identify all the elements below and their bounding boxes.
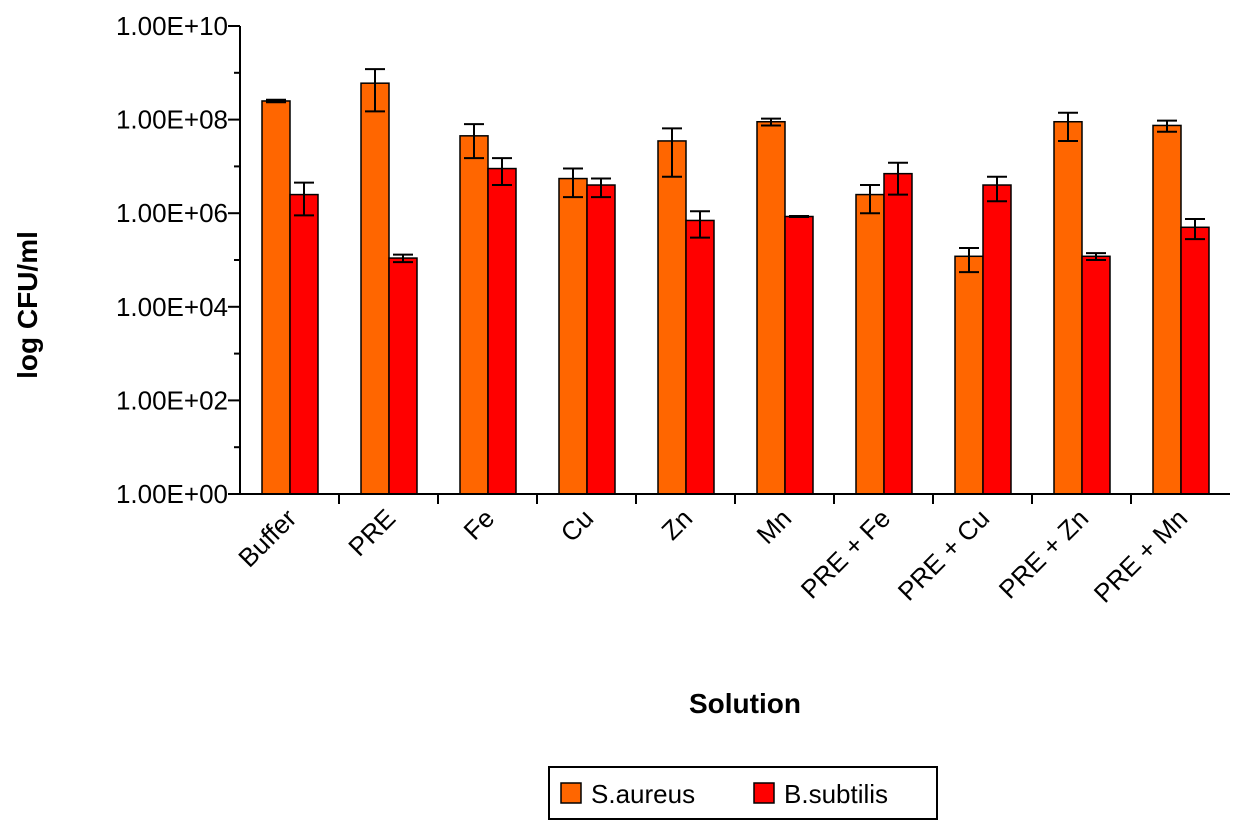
bar-s-aureus <box>657 140 687 495</box>
y-tick-label: 1.00E+00 <box>116 479 228 509</box>
x-tick-label: PRE + Cu <box>892 503 995 606</box>
y-tick-label: 1.00E+06 <box>116 198 228 228</box>
legend-box <box>548 766 938 820</box>
x-tick-label: PRE + Zn <box>993 503 1094 604</box>
x-tick-label: Mn <box>750 503 797 550</box>
legend-label-s-aureus: S.aureus <box>591 779 695 809</box>
y-tick-label: 1.00E+02 <box>116 385 228 415</box>
bar-b-subtilis <box>685 219 715 495</box>
x-tick-label: Buffer <box>232 503 302 573</box>
bar-s-aureus <box>360 82 390 495</box>
bar-b-subtilis <box>388 257 418 495</box>
x-tick-label: Cu <box>555 503 600 548</box>
y-axis-ticks: 1.00E+00 1.00E+02 1.00E+04 1.00E+06 1.00E+08… <box>116 11 240 509</box>
bar-b-subtilis <box>883 172 913 495</box>
bar-s-aureus <box>1152 124 1182 495</box>
x-tick-label: PRE <box>342 503 401 562</box>
bar-s-aureus <box>261 100 291 495</box>
bar-s-aureus <box>954 255 984 495</box>
bar-b-subtilis <box>586 184 616 495</box>
x-tick-label: PRE + Fe <box>795 503 896 604</box>
bar-b-subtilis <box>784 215 814 495</box>
y-tick-label: 1.00E+04 <box>116 292 228 322</box>
x-tick-label: PRE + Mn <box>1088 503 1194 609</box>
bar-s-aureus <box>459 135 489 495</box>
y-tick-label: 1.00E+10 <box>116 11 228 41</box>
bar-b-subtilis <box>487 167 517 495</box>
bar-b-subtilis <box>1180 226 1210 495</box>
legend-swatch-b-subtilis <box>753 782 775 804</box>
y-axis-title: log CFU/ml <box>12 231 43 379</box>
bar-s-aureus <box>855 193 885 495</box>
bar-b-subtilis <box>1081 255 1111 495</box>
y-tick-label: 1.00E+08 <box>116 105 228 135</box>
bar-s-aureus <box>558 177 588 495</box>
bars-group <box>261 82 1210 495</box>
x-axis-title: Solution <box>689 688 801 719</box>
bar-b-subtilis <box>289 193 319 495</box>
legend: S.aureus B.subtilis <box>548 766 938 820</box>
bar-s-aureus <box>1053 120 1083 495</box>
legend-label-b-subtilis: B.subtilis <box>784 779 888 809</box>
x-tick-label: Fe <box>458 503 501 546</box>
bar-s-aureus <box>756 120 786 495</box>
bar-b-subtilis <box>982 184 1012 495</box>
error-bars-group <box>266 68 1205 274</box>
x-tick-label: Zn <box>656 503 699 546</box>
legend-swatch-s-aureus <box>560 782 582 804</box>
